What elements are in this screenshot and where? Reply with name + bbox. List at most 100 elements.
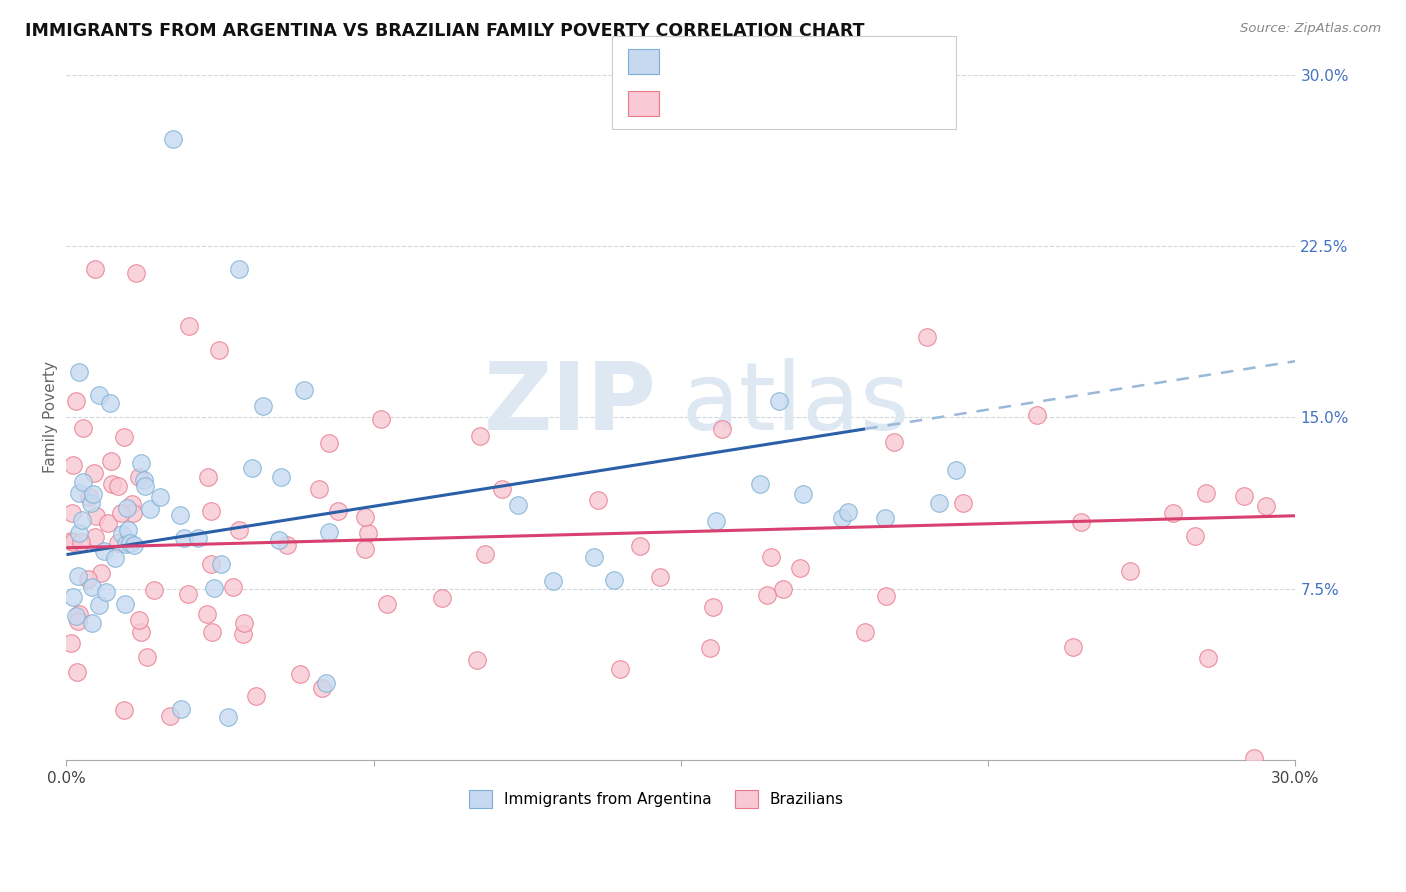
Point [354,510,377,524]
Point [173,531,195,545]
Point [228,261,250,276]
Point [837,505,859,519]
Point [114,537,136,551]
Text: 0.036: 0.036 [709,96,756,111]
Point [430,591,453,605]
Point [67,485,90,500]
Point [134,478,156,492]
Point [179,318,201,333]
Point [288,667,311,681]
Point [232,615,254,630]
Point [541,574,564,588]
Point [93,544,115,558]
Point [915,330,938,344]
Point [90,566,112,580]
Point [252,399,274,413]
Point [308,483,330,497]
Point [883,435,905,450]
Point [789,561,811,575]
Point [112,429,135,443]
Point [208,343,231,358]
Point [98,395,121,409]
Point [228,523,250,537]
Point [134,473,156,487]
Point [768,394,790,409]
Text: IMMIGRANTS FROM ARGENTINA VS BRAZILIAN FAMILY POVERTY CORRELATION CHART: IMMIGRANTS FROM ARGENTINA VS BRAZILIAN F… [25,22,865,40]
Point [508,498,530,512]
Point [276,538,298,552]
Point [84,530,107,544]
Point [232,626,254,640]
Point [582,549,605,564]
Point [60,506,83,520]
Text: R =: R = [671,96,704,111]
Point [315,676,337,690]
Point [96,585,118,599]
Point [318,524,340,539]
Point [121,497,143,511]
Point [59,636,82,650]
Point [128,613,150,627]
Point [62,535,84,549]
Point [928,496,950,510]
Point [129,624,152,639]
Point [209,557,232,571]
Point [169,508,191,522]
Point [1026,408,1049,422]
Point [952,496,974,510]
Point [66,615,89,629]
Point [328,504,350,518]
Legend: Immigrants from Argentina, Brazilians: Immigrants from Argentina, Brazilians [463,783,849,814]
Point [177,587,200,601]
Y-axis label: Family Poverty: Family Poverty [44,361,58,474]
Point [112,703,135,717]
Point [465,653,488,667]
Point [89,387,111,401]
Point [292,383,315,397]
Point [118,536,141,550]
Text: ZIP: ZIP [484,358,657,450]
Point [200,504,222,518]
Point [1062,640,1084,655]
Point [1161,507,1184,521]
Point [83,466,105,480]
Point [82,580,104,594]
Text: 0.182: 0.182 [709,54,756,69]
Text: atlas: atlas [681,358,910,450]
Point [474,547,496,561]
Point [245,689,267,703]
Point [107,478,129,492]
Point [84,509,107,524]
Point [318,435,340,450]
Point [792,486,814,500]
Point [377,597,399,611]
Point [710,422,733,436]
Point [470,429,492,443]
Point [107,535,129,549]
Point [1243,751,1265,765]
Point [77,490,100,504]
Point [200,557,222,571]
Point [62,590,84,604]
Point [270,470,292,484]
Point [1070,516,1092,530]
Point [491,482,513,496]
Point [111,527,134,541]
Point [142,582,165,597]
Point [70,534,93,549]
Point [125,267,148,281]
Point [59,533,82,548]
Point [66,568,89,582]
Point [628,539,651,553]
Point [311,681,333,696]
Point [77,572,100,586]
Text: 59: 59 [821,54,842,69]
Point [945,463,967,477]
Point [831,511,853,525]
Point [354,541,377,556]
Point [67,365,90,379]
Point [702,600,724,615]
Point [110,506,132,520]
Point [80,496,103,510]
Point [65,608,87,623]
